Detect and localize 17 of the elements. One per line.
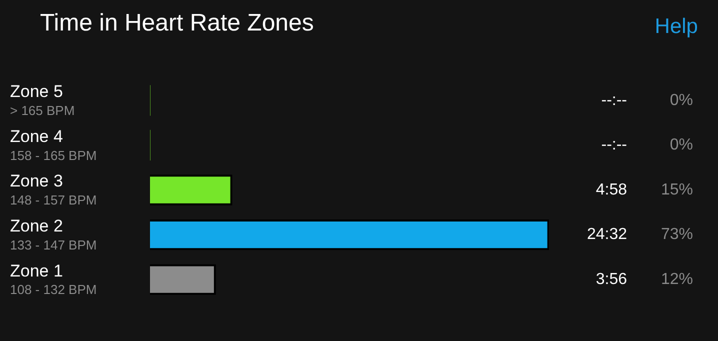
data-label: 0% [670, 136, 693, 154]
y-tick-label: Zone 3 148 - 157 BPM [10, 172, 97, 208]
y-tick-label: Zone 5 > 165 BPM [10, 82, 75, 118]
data-label: 12% [660, 271, 693, 288]
y-tick-label: Zone 2 133 - 147 BPM [10, 216, 97, 252]
text: 24:32 [586, 226, 628, 244]
text: Help [654, 14, 698, 38]
y-tick-label: Zone 4 158 - 165 BPM [10, 126, 97, 163]
chart-title: Time in Heart Rate Zones [40, 10, 314, 37]
data-label: 15% [660, 181, 693, 198]
text: 4:58 [596, 181, 628, 198]
text: --:-- [601, 136, 627, 154]
y-tick-label: Zone 1 108 - 132 BPM [10, 261, 97, 298]
text: --:-- [601, 92, 627, 109]
text: 3:56 [596, 271, 628, 288]
data-label: 73% [660, 226, 693, 244]
data-label: 0% [670, 92, 693, 109]
